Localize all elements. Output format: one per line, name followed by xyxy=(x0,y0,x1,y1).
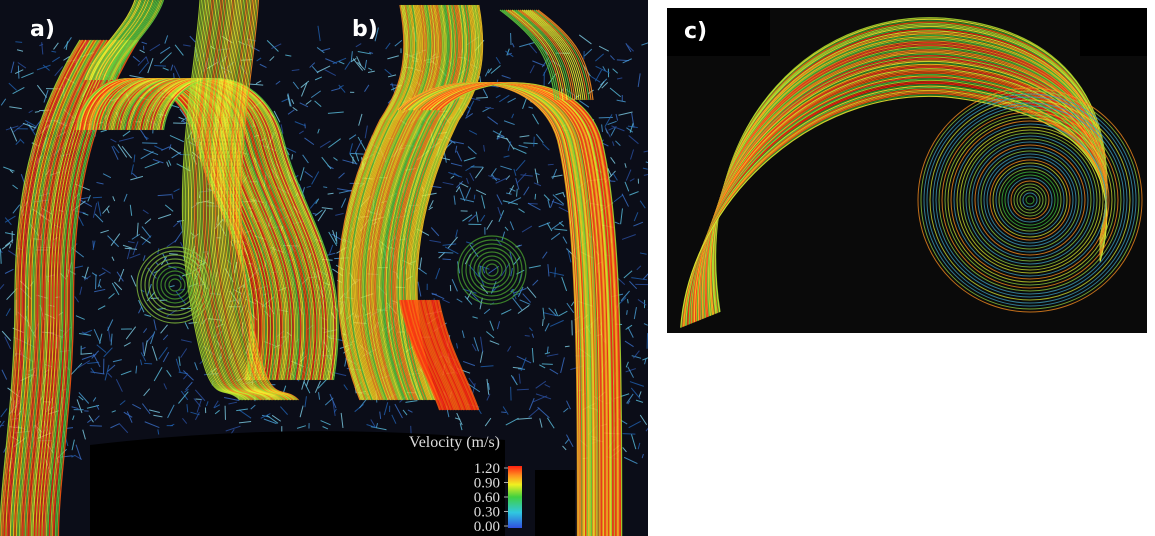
corner-box xyxy=(1080,8,1147,56)
flow-streak xyxy=(648,304,661,310)
flow-streak xyxy=(565,346,570,347)
panel-label: c) xyxy=(684,19,707,44)
figure: a) b) c) Velocity (m/s) 1.200.900.600.30… xyxy=(0,0,1155,536)
flow-streak xyxy=(93,241,94,248)
label-box xyxy=(667,8,770,56)
colorbar-tick-label: 0.00 xyxy=(474,519,500,535)
colorbar-title: Velocity (m/s) xyxy=(409,434,500,451)
flow-streak xyxy=(517,389,529,390)
flow-streak xyxy=(535,194,536,200)
flow-streak xyxy=(501,412,506,413)
flow-streak xyxy=(96,274,97,289)
colorbar-gradient xyxy=(508,466,522,528)
flow-streak xyxy=(517,189,518,197)
flow-streak xyxy=(548,164,554,165)
flow-streak xyxy=(476,98,488,99)
flow-streak xyxy=(627,310,628,315)
page: a) b) c) Velocity (m/s) 1.200.900.600.30… xyxy=(0,0,1155,536)
flow-streak xyxy=(525,336,530,337)
flow-streak xyxy=(534,137,535,147)
flow-streak xyxy=(93,197,102,198)
flow-streak xyxy=(292,154,293,159)
flow-streak xyxy=(323,187,327,188)
flow-streak xyxy=(350,153,364,154)
empty-region xyxy=(535,470,575,536)
flow-streak xyxy=(15,42,22,43)
flow-streak xyxy=(442,259,450,260)
flow-streak xyxy=(628,299,629,303)
flow-streak xyxy=(542,364,553,365)
panel-label: a) xyxy=(30,17,55,42)
flow-streak xyxy=(35,112,39,113)
flow-streak xyxy=(154,65,166,66)
panel-label: b) xyxy=(352,17,378,42)
flow-streak xyxy=(474,195,475,200)
